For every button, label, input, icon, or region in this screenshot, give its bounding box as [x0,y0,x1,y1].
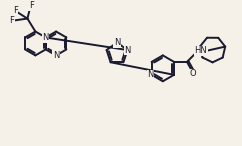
Text: F: F [9,16,14,25]
Text: N: N [53,51,59,60]
Text: HN: HN [195,46,207,55]
Text: F: F [13,6,18,15]
Text: O: O [190,69,196,78]
Text: N: N [124,46,131,54]
Text: N: N [147,70,154,79]
Text: N: N [114,38,120,47]
Text: F: F [29,1,34,10]
Text: N: N [43,33,49,42]
